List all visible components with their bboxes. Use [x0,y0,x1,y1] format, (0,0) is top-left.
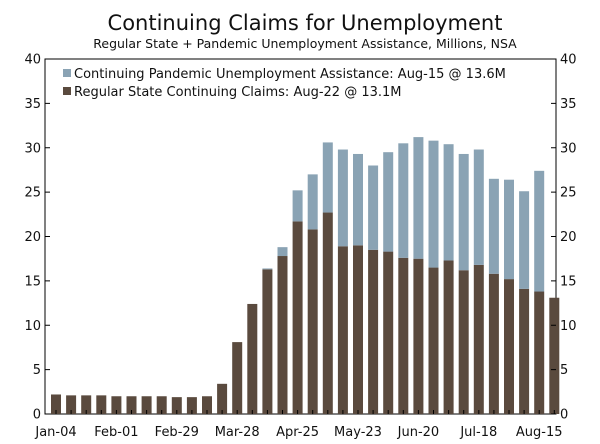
bar-regular-Aug-15 [534,291,545,414]
bar-pandemic-May-09 [322,142,333,213]
x-tick-label: Feb-29 [155,425,199,440]
bar-regular-Jul-18 [473,264,484,414]
bar-pandemic-May-02 [307,174,318,230]
y-tick-label-left: 15 [24,274,41,289]
bar-pandemic-Apr-25 [292,190,303,222]
y-tick-label-left: 30 [24,141,41,156]
y-tick-label-right: 40 [560,53,577,68]
bar-regular-Mar-28 [232,342,243,414]
bar-pandemic-Apr-11 [262,268,273,270]
bar-regular-Jun-13 [398,257,409,414]
y-tick-label-left: 10 [24,319,41,334]
x-tick-label: Apr-25 [276,425,319,440]
bar-regular-May-30 [368,249,379,414]
bars-group [51,137,560,415]
bar-regular-May-16 [337,246,348,414]
bar-pandemic-Aug-08 [519,191,530,289]
left-axis-ticks: 0 5 10 15 20 25 30 35 40 [24,53,50,423]
bar-regular-Jul-11 [458,270,469,414]
bar-regular-Feb-15 [141,396,152,414]
bar-regular-Apr-04 [247,303,258,414]
bar-regular-Jan-25 [96,395,107,414]
bar-regular-May-23 [353,245,363,415]
legend: Continuing Pandemic Unemployment Assista… [63,67,506,100]
bar-regular-Feb-22 [156,396,167,414]
chart-subtitle: Regular State + Pandemic Unemployment As… [93,36,517,51]
x-tick-label: Mar-28 [215,425,260,440]
y-tick-label-right: 10 [560,319,577,334]
bar-regular-Aug-01 [504,279,514,414]
x-tick-label: Jul-18 [459,425,497,440]
x-axis-ticks: Jan-04 Feb-01 Feb-29 Mar-28 Apr-25 May-23 Jun-… [34,410,563,440]
x-tick-label: Feb-01 [94,425,138,440]
bar-regular-May-02 [307,229,318,414]
bar-pandemic-Jul-04 [443,144,454,261]
bar-pandemic-Aug-01 [504,179,514,280]
bar-regular-Jun-27 [428,267,439,414]
y-tick-label-right: 15 [560,274,577,289]
y-tick-label-left: 35 [24,97,41,112]
x-tick-label: Jan-04 [34,425,76,440]
bar-regular-Jun-06 [383,251,394,414]
legend-swatch-pandemic [63,69,71,77]
x-tick-label: Jun-20 [397,425,440,440]
bar-regular-Jan-11 [66,395,77,414]
bar-regular-Feb-01 [111,396,122,414]
y-tick-label-right: 5 [560,363,568,378]
x-tick-label: May-23 [334,425,382,440]
y-tick-label-right: 35 [560,97,577,112]
bar-regular-Feb-08 [126,396,137,414]
bar-pandemic-Jun-27 [428,140,439,268]
y-tick-label-right: 25 [560,186,577,201]
bar-regular-Jul-25 [488,273,499,414]
y-tick-label-right: 30 [560,141,577,156]
legend-label-pandemic: Continuing Pandemic Unemployment Assista… [74,67,506,82]
bar-regular-Jan-18 [81,395,92,414]
bar-pandemic-May-30 [368,165,379,250]
y-tick-label-left: 25 [24,186,41,201]
bar-regular-Feb-29 [171,397,182,414]
legend-swatch-regular [63,87,71,95]
bar-regular-Aug-08 [519,288,530,414]
bar-pandemic-Aug-15 [534,170,545,292]
bar-pandemic-May-23 [353,153,363,246]
bar-pandemic-Jun-13 [398,143,409,258]
legend-label-regular: Regular State Continuing Claims: Aug-22 … [74,85,402,100]
right-axis-ticks: 0 5 10 15 20 25 30 35 40 [551,53,577,423]
bar-regular-Jan-04 [51,394,61,414]
y-tick-label-right: 20 [560,230,577,245]
bar-regular-Mar-21 [217,383,228,414]
bar-regular-May-09 [322,212,333,414]
chart-title: Continuing Claims for Unemployment [108,11,503,35]
y-tick-label-left: 20 [24,230,41,245]
bar-regular-Apr-18 [277,256,288,414]
bar-regular-Apr-11 [262,269,273,414]
y-tick-label-left: 5 [33,363,41,378]
bar-pandemic-Jul-11 [458,153,469,271]
y-tick-label-left: 40 [24,53,41,68]
bar-regular-Jul-04 [443,260,454,414]
bar-regular-Aug-22 [549,297,560,414]
bar-pandemic-Jun-06 [383,152,394,252]
y-tick-label-left: 0 [33,408,41,423]
bar-pandemic-Jul-25 [488,178,499,274]
y-tick-label-right: 0 [560,408,568,423]
bar-regular-Mar-07 [186,397,197,414]
bar-pandemic-Jul-18 [473,149,484,265]
bar-pandemic-Jun-20 [413,137,424,259]
bar-regular-Jun-20 [413,258,424,414]
x-tick-label: Aug-15 [516,425,563,440]
bar-regular-Apr-25 [292,221,303,414]
bar-pandemic-Apr-18 [277,247,288,257]
bar-pandemic-May-16 [337,149,348,247]
bar-regular-Mar-14 [202,396,212,414]
